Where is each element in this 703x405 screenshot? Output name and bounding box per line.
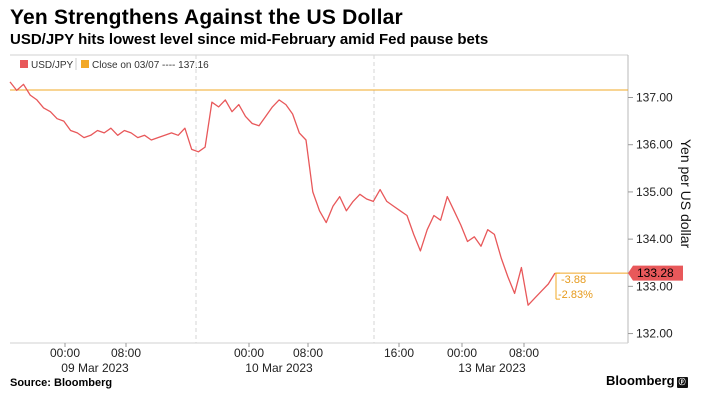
change-label: -3.88 — [561, 274, 586, 286]
chart-title: Yen Strengthens Against the US Dollar — [10, 6, 403, 29]
brand-logo: Bloomberg ⓟ — [606, 373, 688, 388]
y-tick-label: 135.00 — [636, 185, 673, 199]
x-date-label: 10 Mar 2023 — [245, 361, 313, 375]
x-date-label: 09 Mar 2023 — [61, 361, 129, 375]
last-value-label: 133.28 — [637, 266, 674, 280]
brand-badge-icon: ⓟ — [676, 377, 688, 388]
x-tick-label: 00:00 — [447, 346, 477, 360]
chart-subtitle: USD/JPY hits lowest level since mid-Febr… — [10, 31, 489, 48]
x-tick-label: 00:00 — [50, 346, 80, 360]
legend: USD/JPY Close on 03/07 ---- 137.16 — [20, 58, 209, 71]
legend-series-label: USD/JPY — [31, 60, 74, 71]
legend-series-swatch — [20, 60, 28, 68]
y-axis-label: Yen per US dollar — [678, 139, 694, 249]
x-tick-label: 00:00 — [234, 346, 264, 360]
legend-reference-label: Close on 03/07 ---- 137.16 — [92, 60, 209, 71]
x-tick-label: 08:00 — [293, 346, 323, 360]
source-note: Source: Bloomberg — [10, 377, 113, 389]
legend-reference-swatch — [81, 60, 89, 68]
last-value-badge-shape — [628, 265, 683, 281]
y-tick-label: 134.00 — [636, 232, 673, 246]
x-tick-label: 08:00 — [111, 346, 141, 360]
x-tick-label: 08:00 — [509, 346, 539, 360]
vertical-gridlines — [195, 55, 375, 343]
y-axis-ticks: 132.00 133.00 134.00 135.00 136.00 137.00 — [628, 90, 673, 341]
change-percent-label: -2.83% — [558, 289, 593, 301]
last-value-badge: 133.28 — [628, 265, 683, 281]
brand-name: Bloomberg — [606, 373, 675, 388]
y-tick-label: 133.00 — [636, 279, 673, 293]
x-date-label: 13 Mar 2023 — [458, 361, 526, 375]
x-tick-label: 16:00 — [384, 346, 414, 360]
usdjpy-series-line — [9, 81, 556, 306]
y-tick-label: 136.00 — [636, 138, 673, 152]
y-tick-label: 137.00 — [636, 90, 673, 104]
y-tick-label: 132.00 — [636, 327, 673, 341]
